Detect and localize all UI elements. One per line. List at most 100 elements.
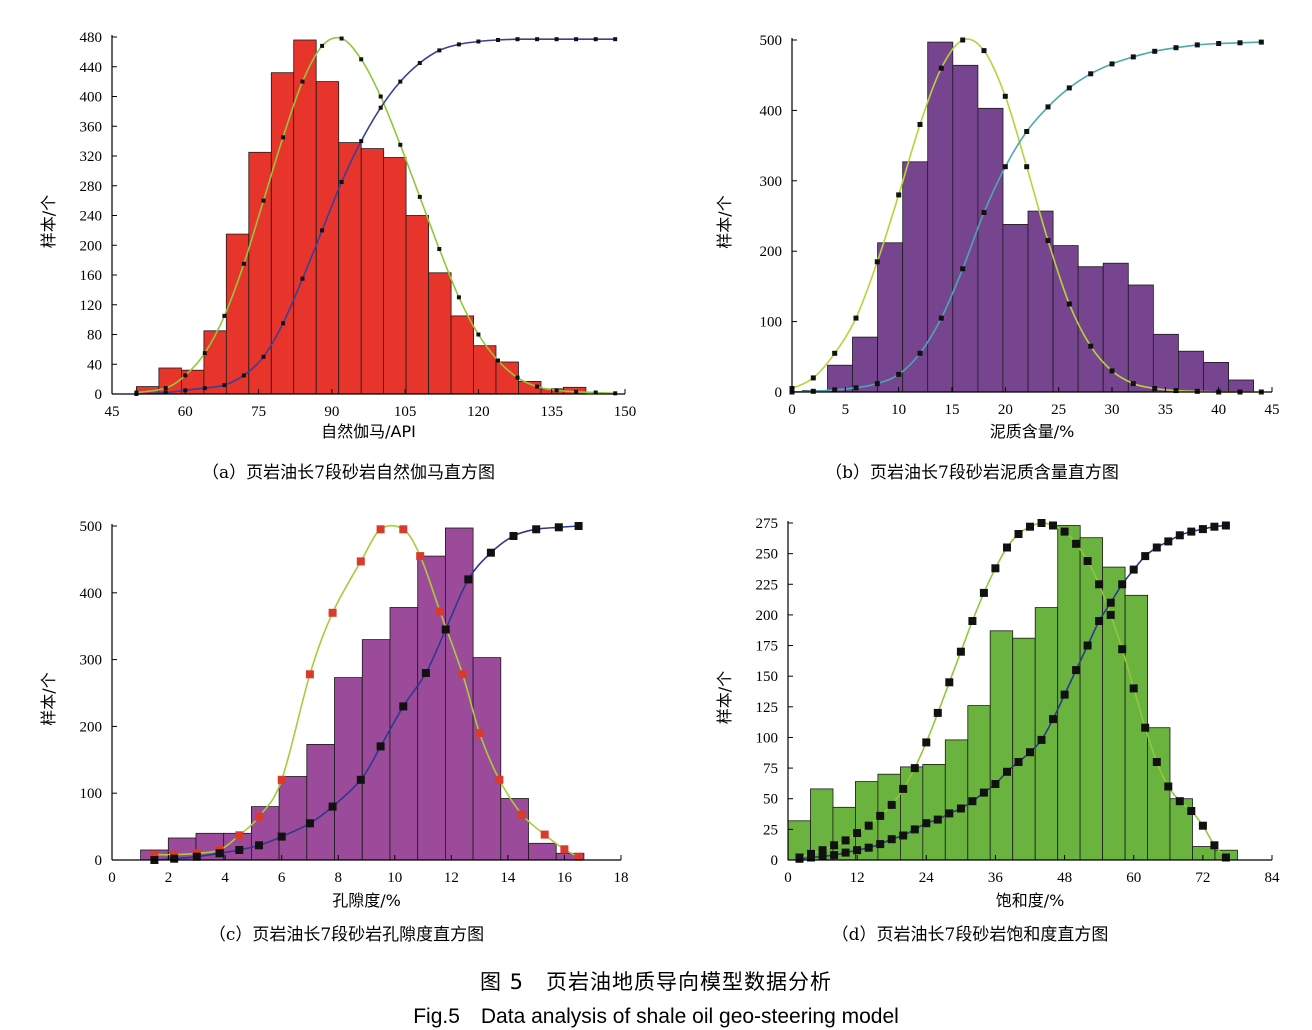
series-point [281, 135, 285, 140]
histogram-bar [383, 157, 407, 395]
series-point [1072, 539, 1081, 548]
series-point [818, 852, 827, 861]
series-point [910, 825, 919, 834]
series-point [215, 849, 224, 858]
series-point [1083, 557, 1092, 565]
series-point [486, 548, 495, 557]
x-tick-label: 12 [444, 870, 459, 886]
series-point [1060, 527, 1069, 536]
series-point [1002, 164, 1008, 170]
series-point [1173, 45, 1179, 51]
y-tick-label: 240 [80, 209, 103, 225]
series-point [574, 852, 583, 861]
series-point [421, 669, 430, 677]
histogram-bar [528, 842, 557, 861]
histogram-bar [989, 630, 1014, 861]
series-point [441, 625, 450, 634]
series-point [163, 390, 168, 395]
series-point [376, 525, 385, 534]
series-point [853, 385, 859, 391]
x-tick-label: 84 [1265, 870, 1281, 886]
series-point [1164, 782, 1173, 791]
series-point [1003, 767, 1011, 776]
series-point [1014, 530, 1023, 538]
x-tick-label: 10 [387, 870, 402, 886]
series-point [376, 742, 385, 751]
series-point [830, 841, 839, 850]
series-point [1026, 522, 1034, 531]
panel-caption: （c）页岩油长7段砂岩孔隙度直方图 [209, 925, 484, 945]
series-point [593, 390, 598, 395]
histogram-bar [1152, 333, 1179, 393]
series-point [281, 321, 285, 326]
x-tick-label: 35 [1158, 402, 1173, 418]
x-tick-label: 60 [1126, 870, 1141, 886]
x-tick-label: 120 [467, 404, 490, 420]
series-point [261, 354, 266, 359]
y-axis-label: 样本/个 [39, 672, 58, 725]
series-point [1106, 610, 1115, 619]
series-point [320, 43, 325, 48]
series-point [456, 295, 461, 300]
y-tick-label: 400 [80, 90, 103, 106]
series-point [339, 180, 344, 184]
series-point [399, 702, 408, 711]
series-point [1109, 61, 1115, 67]
histogram-bar [270, 72, 295, 395]
series-point [1152, 386, 1158, 391]
histogram-bar [877, 242, 904, 393]
x-tick-label: 0 [784, 870, 792, 886]
y-tick-label: 50 [763, 792, 778, 808]
series-point [574, 389, 579, 394]
series-point [853, 846, 862, 855]
series-point [1083, 641, 1092, 650]
y-tick-label: 275 [756, 516, 779, 532]
x-tick-label: 2 [165, 870, 173, 886]
y-tick-label: 160 [80, 268, 103, 284]
histogram-bar [473, 345, 497, 395]
series-point [1210, 841, 1219, 850]
series-point [515, 375, 520, 380]
histogram-bar [944, 739, 969, 861]
series-point [956, 647, 965, 656]
series-point [1106, 598, 1115, 607]
y-tick-label: 75 [763, 761, 778, 777]
series-point [874, 259, 880, 265]
histogram-bar [1127, 284, 1154, 393]
series-point [896, 192, 902, 198]
histogram-bar [1203, 361, 1230, 393]
series-point [416, 552, 425, 561]
series-point [832, 350, 838, 356]
series-point [515, 37, 520, 42]
y-tick-label: 40 [87, 357, 102, 373]
series-point [1187, 527, 1196, 536]
series-point [832, 387, 838, 393]
histogram-bar [500, 798, 529, 861]
series-point [830, 851, 839, 860]
series-point [241, 261, 246, 266]
series-point [255, 812, 263, 821]
x-tick-label: 15 [945, 402, 960, 418]
series-point [795, 854, 804, 863]
series-point [841, 848, 850, 857]
series-point [841, 836, 850, 845]
x-axis-label: 饱和度/% [996, 891, 1065, 910]
x-tick-label: 72 [1195, 870, 1210, 886]
series-point [1152, 758, 1161, 766]
series-point [1118, 580, 1127, 589]
y-tick-label: 200 [760, 244, 783, 260]
series-point [933, 708, 942, 717]
series-point [876, 811, 885, 820]
series-point [1026, 748, 1034, 757]
series-point [887, 800, 896, 809]
x-axis-label: 泥质含量/% [990, 422, 1075, 441]
series-point [235, 831, 244, 840]
series-point [887, 835, 896, 844]
x-tick-label: 75 [251, 404, 266, 420]
series-point [518, 810, 526, 819]
series-point [305, 819, 314, 828]
series-point [399, 525, 408, 534]
series-point [876, 840, 885, 849]
series-point [574, 522, 583, 530]
series-point [1024, 164, 1030, 170]
